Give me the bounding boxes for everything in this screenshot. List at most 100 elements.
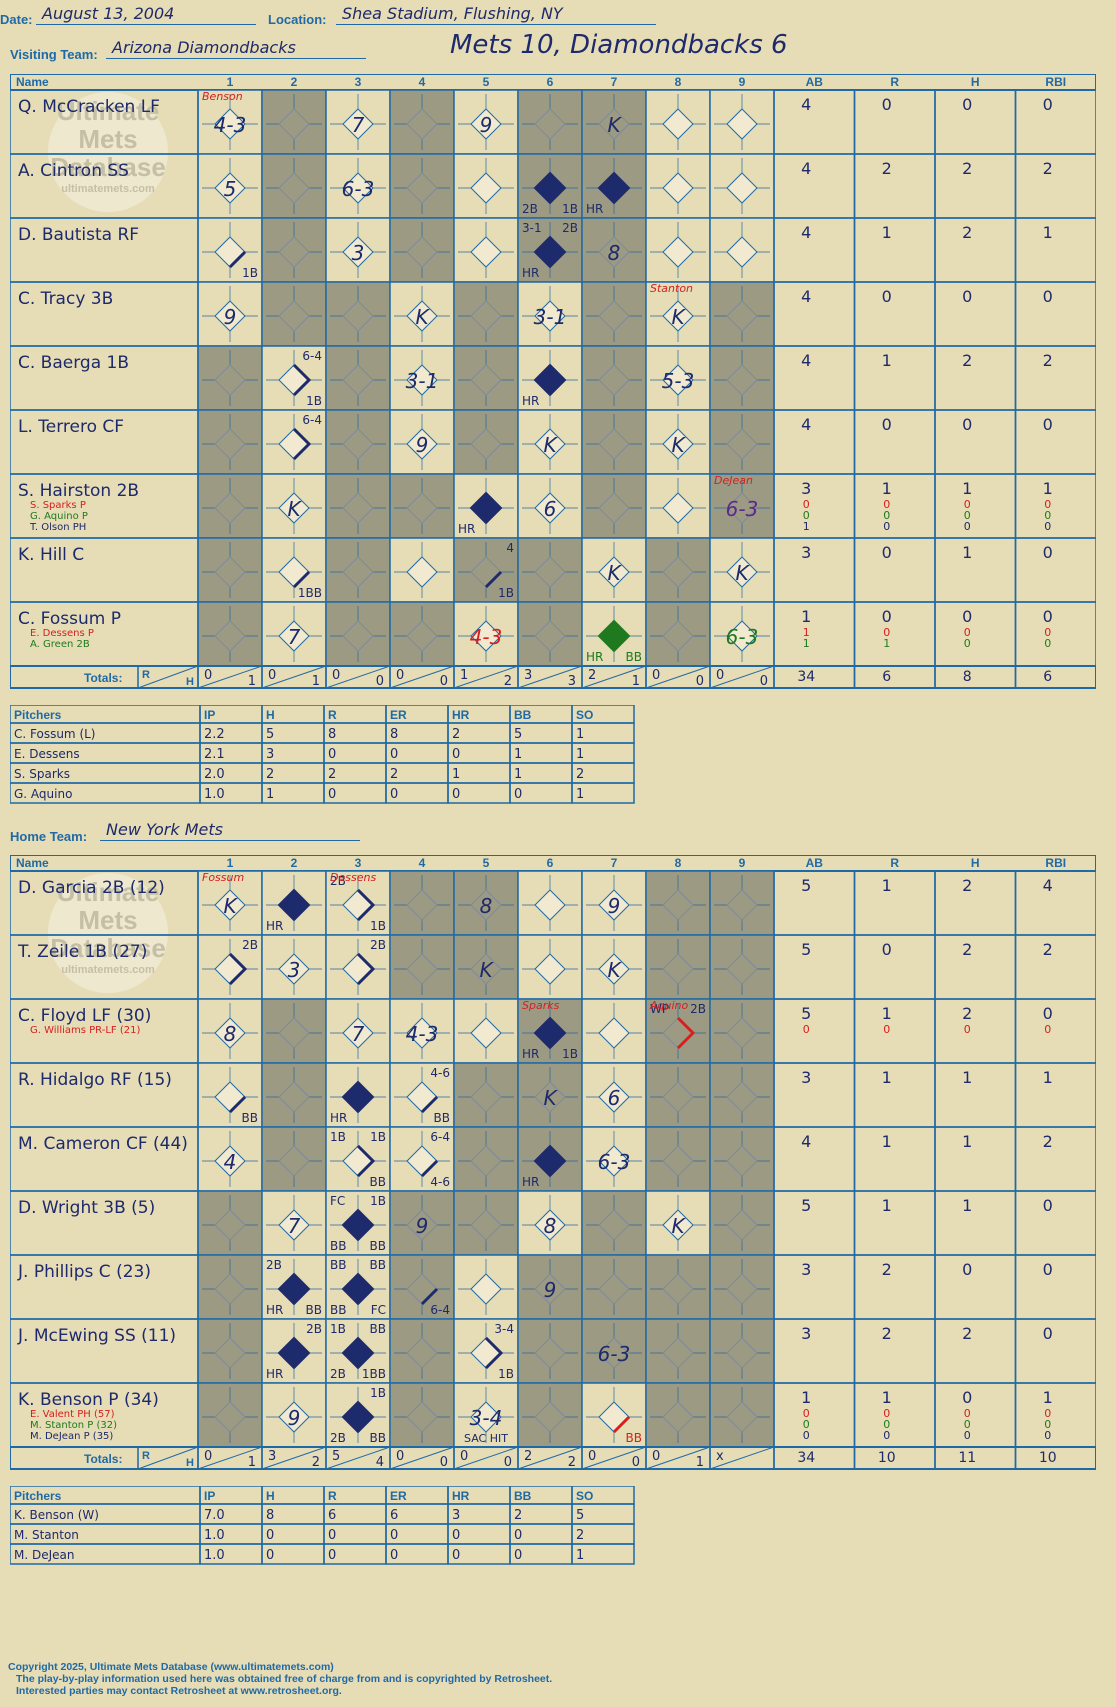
stat-value: 1 <box>882 479 892 498</box>
play-note: 2B <box>242 938 258 952</box>
play-result: 6-3 <box>598 1342 631 1366</box>
stat-cell <box>1014 934 1096 1000</box>
stat-value: 4 <box>801 223 811 242</box>
stat-value: 2 <box>1043 1132 1053 1151</box>
stat-value: 0 <box>882 940 892 959</box>
home-scorecard-grid: Name 1 2 3 4 5 6 7 8 9 AB R H RBIUltimateMetsDatabase… <box>10 855 1096 1470</box>
basepath-line <box>292 570 311 589</box>
home-scorecard: Name 1 2 3 4 5 6 7 8 9 AB R H RBI Ultimate Mets Database… <box>10 855 1096 1473</box>
pitching-stat: 6 <box>328 1508 336 1523</box>
pitching-header: BB <box>514 708 532 722</box>
stat-cell <box>773 1190 856 1256</box>
base-diamond <box>726 364 758 396</box>
inning-hits: 1 <box>312 674 320 689</box>
stat-value: 2 <box>1043 940 1053 959</box>
rh-key-divider <box>137 1446 199 1470</box>
batter-row: 7 4-3 HR BB 6-3 C. Fossum PE. Dessens PA. Gre… <box>10 601 1096 667</box>
pitching-header: HR <box>452 708 470 722</box>
play-result: 4 <box>224 1150 237 1174</box>
base-diamond <box>278 300 310 332</box>
base-diamond <box>278 1401 310 1433</box>
play-note: 1B <box>370 1386 386 1400</box>
base-diamond <box>726 236 758 268</box>
location-label: Location: <box>268 12 327 27</box>
stat-value: 1 <box>882 1388 892 1407</box>
stat-value: 1 <box>882 1068 892 1087</box>
base-diamond <box>534 953 566 985</box>
play-note: 2B <box>690 1002 706 1016</box>
visitors-pitching-grid: Pitchers IP H R ER HR BB SOC. Fossum (L) 2.2 5 8 8 2… <box>10 705 635 804</box>
play-note: HR <box>522 266 539 280</box>
stat-cell <box>853 870 936 936</box>
base-diamond <box>278 1017 310 1049</box>
team-stat-box <box>934 665 1017 689</box>
play-note: 6-4 <box>302 349 322 363</box>
batter-row: 4 1B 1B BB 6-4 4-6 HR 6-3 M. Cameron CF (44) 4 1 1 2 <box>10 1126 1096 1192</box>
stat-cell <box>773 1062 856 1128</box>
run-scored-diamond <box>277 888 311 922</box>
pitching-stat: 0 <box>452 747 460 762</box>
stat-header-rbi: RBI <box>1045 856 1066 870</box>
team-stat-value: 10 <box>1039 1450 1057 1466</box>
pitching-header: Pitchers <box>14 708 62 722</box>
play-note: BB <box>626 1431 642 1445</box>
inning-runs: 0 <box>652 1449 660 1464</box>
stat-header-ab: AB <box>806 856 824 870</box>
stat-cell <box>773 998 856 1064</box>
batter-name: J. Phillips C (23) <box>17 1262 151 1282</box>
base-diamond <box>278 492 310 524</box>
substitute-stat: 0 <box>964 1023 971 1036</box>
stat-value: 5 <box>801 1004 811 1023</box>
inning-runs: 0 <box>588 1449 596 1464</box>
totals-row: Totals: RH 0 1 0 1 0 0 0 0 1 2 3 3 2 1 0 0 0 0 34 6 8 6 <box>10 665 1096 689</box>
base-diamond <box>470 1209 502 1241</box>
stat-value: 0 <box>1043 1196 1053 1215</box>
base-diamond <box>342 236 374 268</box>
base-diamond <box>662 1337 694 1369</box>
stat-cell <box>853 934 936 1000</box>
pitching-stat: 2 <box>576 767 584 782</box>
inning-header-7: 7 <box>611 856 618 870</box>
substitute-name: M. Stanton P (32) <box>30 1420 117 1431</box>
pitching-stat: 1 <box>576 747 584 762</box>
watermark-line-1: Ultimate <box>57 877 160 907</box>
batter-name: A. Cintron SS <box>18 161 129 181</box>
stat-cell <box>853 601 936 667</box>
base-diamond <box>598 1273 630 1305</box>
batter-name: C. Fossum P <box>18 609 121 629</box>
play-note: 1B <box>330 1322 346 1336</box>
play-note: HR <box>330 1111 347 1125</box>
base-diamond <box>214 428 246 460</box>
pitching-stat: 2 <box>390 767 398 782</box>
base-diamond <box>214 556 246 588</box>
stat-value: 0 <box>882 607 892 626</box>
base-diamond <box>598 428 630 460</box>
base-diamond <box>534 108 566 140</box>
batter-row: 1B 3 3-1 2B HR 8 D. Bautista RF 4 1 2 1 <box>10 217 1096 283</box>
substitute-name: T. Olson PH <box>29 522 86 533</box>
base-diamond <box>534 620 566 652</box>
run-scored-diamond <box>341 1336 375 1370</box>
play-result: K <box>543 433 558 457</box>
base-diamond <box>470 172 502 204</box>
substitute-stat: 0 <box>1044 626 1051 639</box>
stat-value: 1 <box>882 1004 892 1023</box>
play-note: BB <box>370 1431 386 1445</box>
stat-cell <box>853 1382 936 1448</box>
stat-cell <box>934 345 1017 411</box>
inning-header-5: 5 <box>483 856 490 870</box>
play-result: 6-3 <box>598 1150 631 1174</box>
stat-cell <box>934 934 1017 1000</box>
pitching-header: HR <box>452 1489 470 1503</box>
play-result: 3-4 <box>470 1406 503 1430</box>
inning-total-divider <box>197 665 263 689</box>
play-result: K <box>671 1214 686 1238</box>
play-note: HR <box>586 650 603 664</box>
pitching-stat: 5 <box>514 727 522 742</box>
play-note: 2B <box>562 221 578 235</box>
stat-cell <box>934 601 1017 667</box>
substitute-stat: 0 <box>1044 498 1051 511</box>
play-note: 2B <box>330 874 346 888</box>
team-stat-value: 6 <box>1043 669 1052 685</box>
inning-hits: 1 <box>632 674 640 689</box>
